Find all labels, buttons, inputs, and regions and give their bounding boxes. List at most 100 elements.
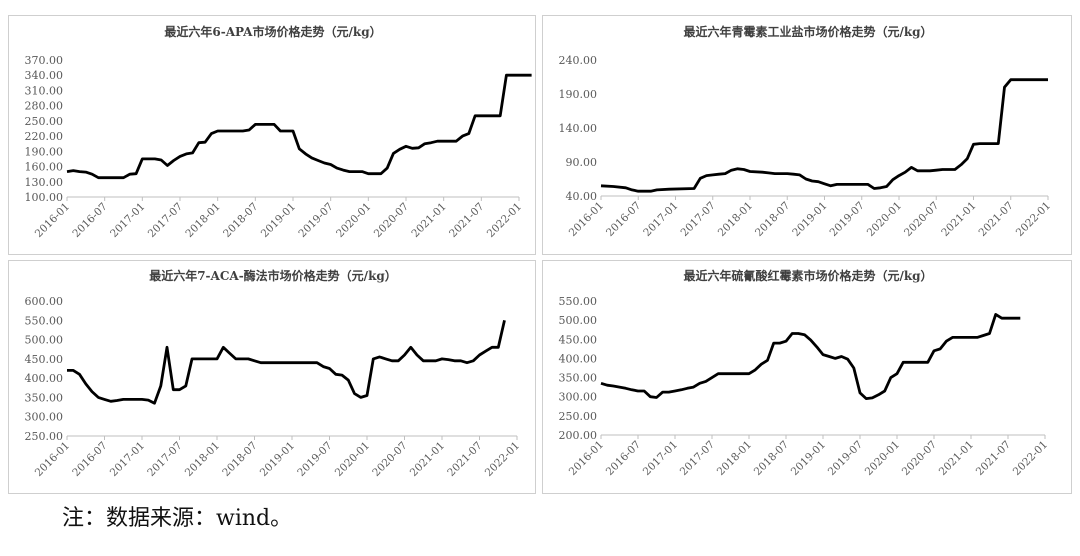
x-tick-label: 2018-01	[715, 439, 754, 478]
x-tick-label: 2020-01	[333, 440, 372, 479]
x-tick-label: 2018-07	[221, 201, 260, 240]
x-tick-label: 2017-07	[146, 201, 185, 240]
y-tick-label: 350.00	[25, 391, 64, 404]
y-tick-label: 600.00	[25, 295, 64, 308]
x-tick-label: 2020-01	[865, 200, 904, 239]
x-tick-label: 2021-07	[977, 200, 1016, 239]
x-tick-label: 2020-01	[334, 201, 373, 240]
y-tick-label: 500.00	[559, 314, 598, 327]
y-tick-label: 100.00	[25, 191, 64, 204]
x-tick-label: 2016-07	[604, 439, 643, 478]
x-tick-label: 2022-01	[1014, 200, 1053, 239]
x-tick-label: 2019-01	[259, 201, 298, 240]
y-tick-label: 310.00	[25, 84, 64, 97]
x-tick-label: 2016-01	[567, 200, 606, 239]
x-tick-label: 2016-01	[33, 440, 72, 479]
series-line	[67, 319, 506, 405]
x-tick-label: 2016-07	[70, 201, 109, 240]
x-tick-label: 2017-07	[679, 200, 718, 239]
x-tick-label: 2018-07	[753, 200, 792, 239]
x-tick-label: 2021-01	[409, 201, 448, 240]
x-tick-label: 2022-01	[485, 201, 524, 240]
x-tick-label: 2020-07	[372, 201, 411, 240]
x-tick-label: 2017-01	[108, 440, 147, 479]
y-tick-label: 450.00	[25, 353, 64, 366]
x-tick-label: 2016-07	[604, 200, 643, 239]
chart-7aca: 最近六年7-ACA-酶法市场价格走势（元/kg） 600.00 550.00 500.…	[25, 268, 523, 479]
x-tick-label: 2019-01	[789, 439, 828, 478]
chart-panel-6apa: 最近六年6-APA市场价格走势（元/kg） 370.00 340.00 310.00 2…	[8, 15, 536, 255]
y-tick-label: 550.00	[559, 295, 598, 308]
y-tick-label: 280.00	[25, 100, 64, 113]
x-tick-label: 2019-07	[826, 439, 865, 478]
y-tick-label: 90.00	[566, 156, 598, 169]
y-tick-label: 550.00	[25, 314, 64, 327]
x-tick-label: 2016-01	[33, 201, 72, 240]
chart-title: 最近六年硫氰酸红霉素市场价格走势（元/kg）	[683, 268, 932, 283]
x-tick-label: 2018-07	[220, 440, 259, 479]
x-tick-label: 2018-01	[183, 440, 222, 479]
x-tick-label: 2017-01	[641, 200, 680, 239]
y-tick-label: 300.00	[25, 411, 64, 424]
x-tick-label: 2018-07	[752, 439, 791, 478]
x-tick-label: 2019-01	[790, 200, 829, 239]
y-tick-label: 250.00	[25, 115, 64, 128]
x-tick-label: 2019-07	[828, 200, 867, 239]
x-tick-label: 2022-01	[483, 440, 522, 479]
y-tick-label: 400.00	[25, 372, 64, 385]
y-tick-label: 40.00	[566, 190, 598, 203]
x-tick-label: 2021-01	[408, 440, 447, 479]
y-tick-label: 250.00	[559, 410, 598, 423]
series-line	[600, 78, 1048, 193]
series-line	[600, 313, 1021, 400]
y-tick-label: 140.00	[559, 122, 598, 135]
chart-title: 最近六年6-APA市场价格走势（元/kg）	[164, 24, 381, 39]
chart-panel-penicillin-salt: 最近六年青霉素工业盐市场价格走势（元/kg） 240.00 190.00 140.00…	[542, 15, 1072, 255]
x-tick-label: 2021-01	[937, 439, 976, 478]
x-tick-label: 2020-07	[370, 440, 409, 479]
y-tick-label: 200.00	[559, 429, 598, 442]
x-tick-label: 2017-07	[678, 439, 717, 478]
x-tick-label: 2016-07	[70, 440, 109, 479]
x-tick-label: 2019-07	[296, 201, 335, 240]
x-tick-label: 2019-07	[295, 440, 334, 479]
y-tick-label: 160.00	[25, 161, 64, 174]
y-tick-label: 500.00	[25, 334, 64, 347]
x-tick-label: 2022-01	[1011, 439, 1050, 478]
x-tick-label: 2017-07	[145, 440, 184, 479]
chart-panel-erythromycin: 最近六年硫氰酸红霉素市场价格走势（元/kg） 550.00 500.00 450.00…	[542, 260, 1072, 494]
y-tick-label: 400.00	[559, 352, 598, 365]
x-tick-label: 2021-07	[974, 439, 1013, 478]
y-tick-label: 190.00	[559, 88, 598, 101]
series-line	[66, 73, 532, 180]
x-tick-label: 2017-01	[641, 439, 680, 478]
chart-title: 最近六年7-ACA-酶法市场价格走势（元/kg）	[149, 268, 397, 283]
x-tick-label: 2016-01	[567, 439, 606, 478]
y-tick-label: 130.00	[25, 176, 64, 189]
x-tick-label: 2020-01	[863, 439, 902, 478]
x-tick-label: 2021-07	[445, 440, 484, 479]
x-tick-label: 2017-01	[108, 201, 147, 240]
y-tick-label: 450.00	[559, 333, 598, 346]
y-tick-label: 300.00	[559, 391, 598, 404]
x-tick-label: 2021-01	[939, 200, 978, 239]
y-tick-label: 370.00	[25, 54, 64, 67]
chart-title: 最近六年青霉素工业盐市场价格走势（元/kg）	[683, 24, 932, 39]
chart-erythromycin: 最近六年硫氰酸红霉素市场价格走势（元/kg） 550.00 500.00 450.00…	[559, 268, 1051, 478]
x-tick-label: 2020-07	[900, 439, 939, 478]
y-tick-label: 250.00	[25, 430, 64, 443]
y-tick-label: 190.00	[25, 145, 64, 158]
x-tick-label: 2020-07	[902, 200, 941, 239]
source-note: 注：数据来源：wind。	[62, 506, 293, 531]
x-tick-label: 2021-07	[447, 201, 486, 240]
y-tick-label: 240.00	[559, 54, 598, 67]
y-tick-label: 220.00	[25, 130, 64, 143]
chart-panel-7aca: 最近六年7-ACA-酶法市场价格走势（元/kg） 600.00 550.00 500.…	[8, 260, 536, 494]
x-tick-label: 2019-01	[258, 440, 297, 479]
y-tick-label: 340.00	[25, 69, 64, 82]
chart-6apa: 最近六年6-APA市场价格走势（元/kg） 370.00 340.00 310.00 2…	[25, 24, 532, 240]
x-tick-label: 2018-01	[716, 200, 755, 239]
chart-penicillin-salt: 最近六年青霉素工业盐市场价格走势（元/kg） 240.00 190.00 140.00…	[559, 24, 1054, 239]
y-tick-label: 350.00	[559, 372, 598, 385]
x-tick-label: 2018-01	[183, 201, 222, 240]
